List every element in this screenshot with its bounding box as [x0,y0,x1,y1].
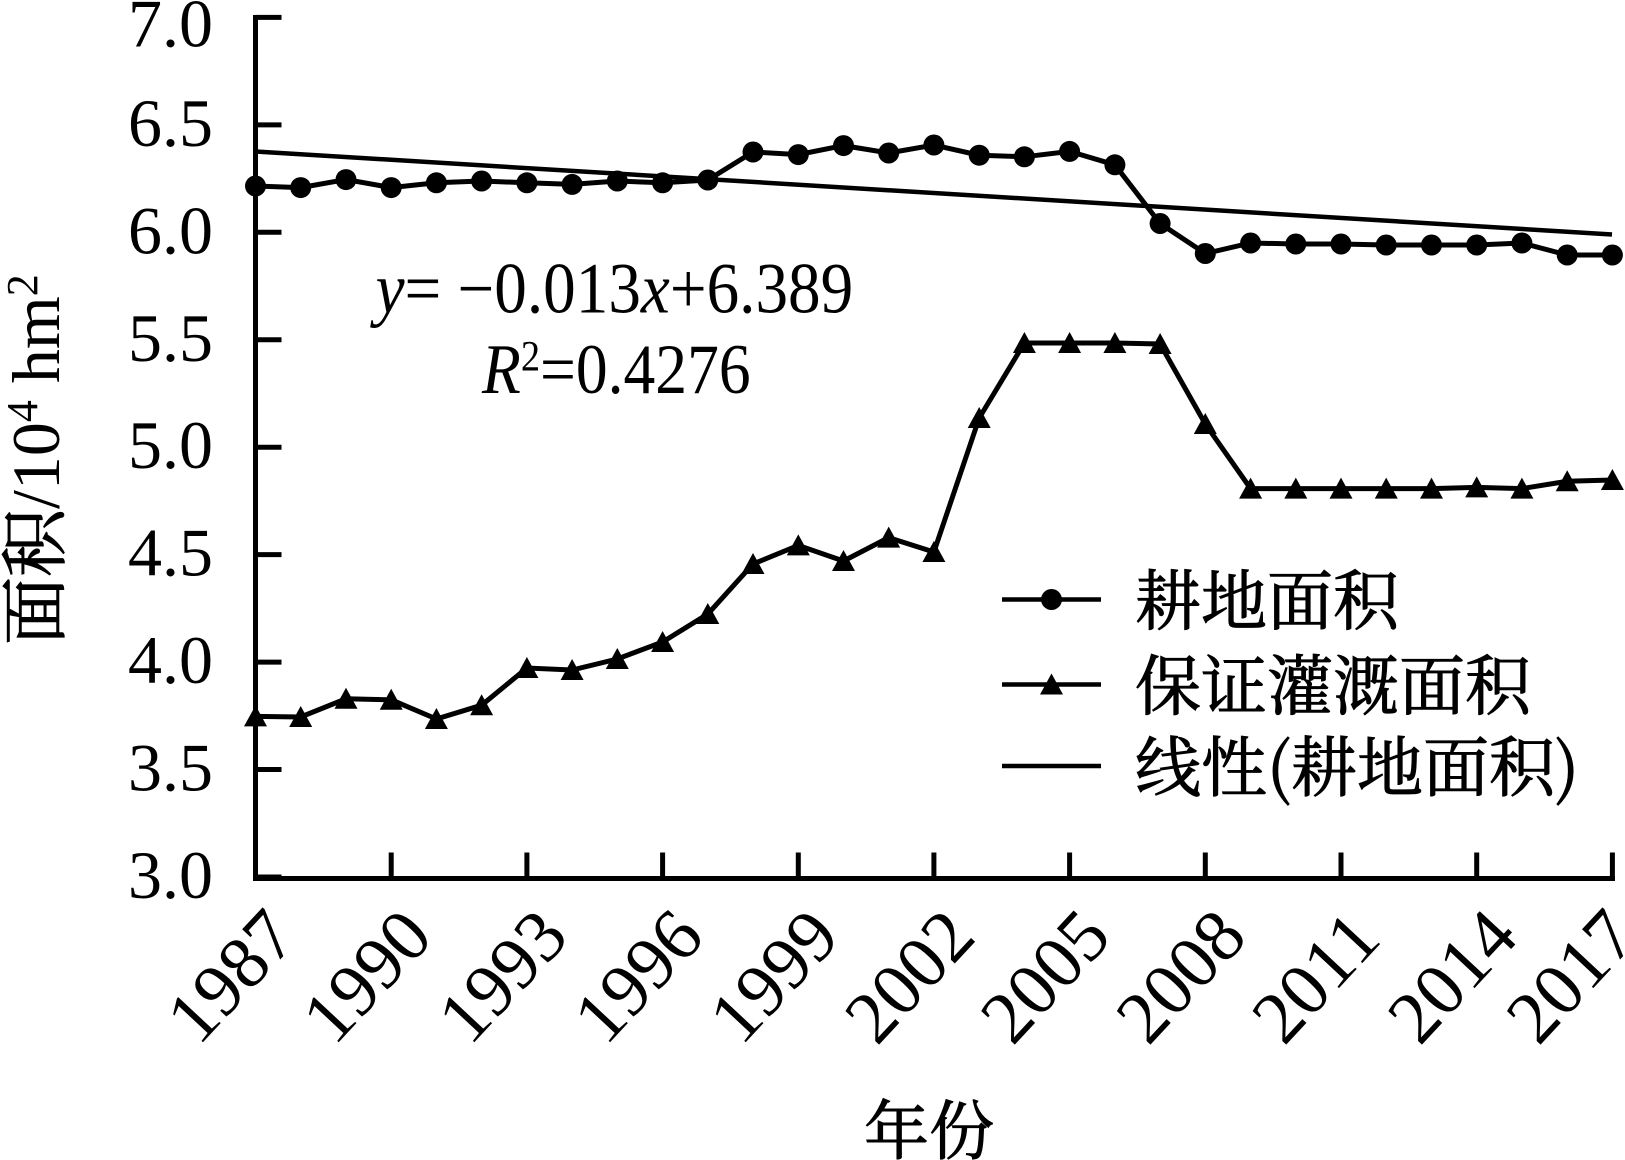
svg-text:7.0: 7.0 [128,0,213,62]
svg-text:6.0: 6.0 [128,192,213,268]
svg-text:5.0: 5.0 [128,407,213,483]
svg-text:3.0: 3.0 [128,837,213,913]
svg-text:4.0: 4.0 [128,622,213,698]
svg-text:3.5: 3.5 [128,730,213,806]
svg-text:R2=0.4276: R2=0.4276 [481,330,751,409]
svg-text:y= −0.013x+6.389: y= −0.013x+6.389 [370,249,853,329]
svg-text:4.5: 4.5 [128,515,213,591]
svg-text:5.5: 5.5 [128,300,213,376]
svg-text:hm: hm [0,296,74,400]
svg-text:6.5: 6.5 [128,85,213,161]
svg-text:4: 4 [0,400,47,422]
svg-text:2: 2 [0,274,47,296]
svg-text:/10: /10 [0,422,74,509]
